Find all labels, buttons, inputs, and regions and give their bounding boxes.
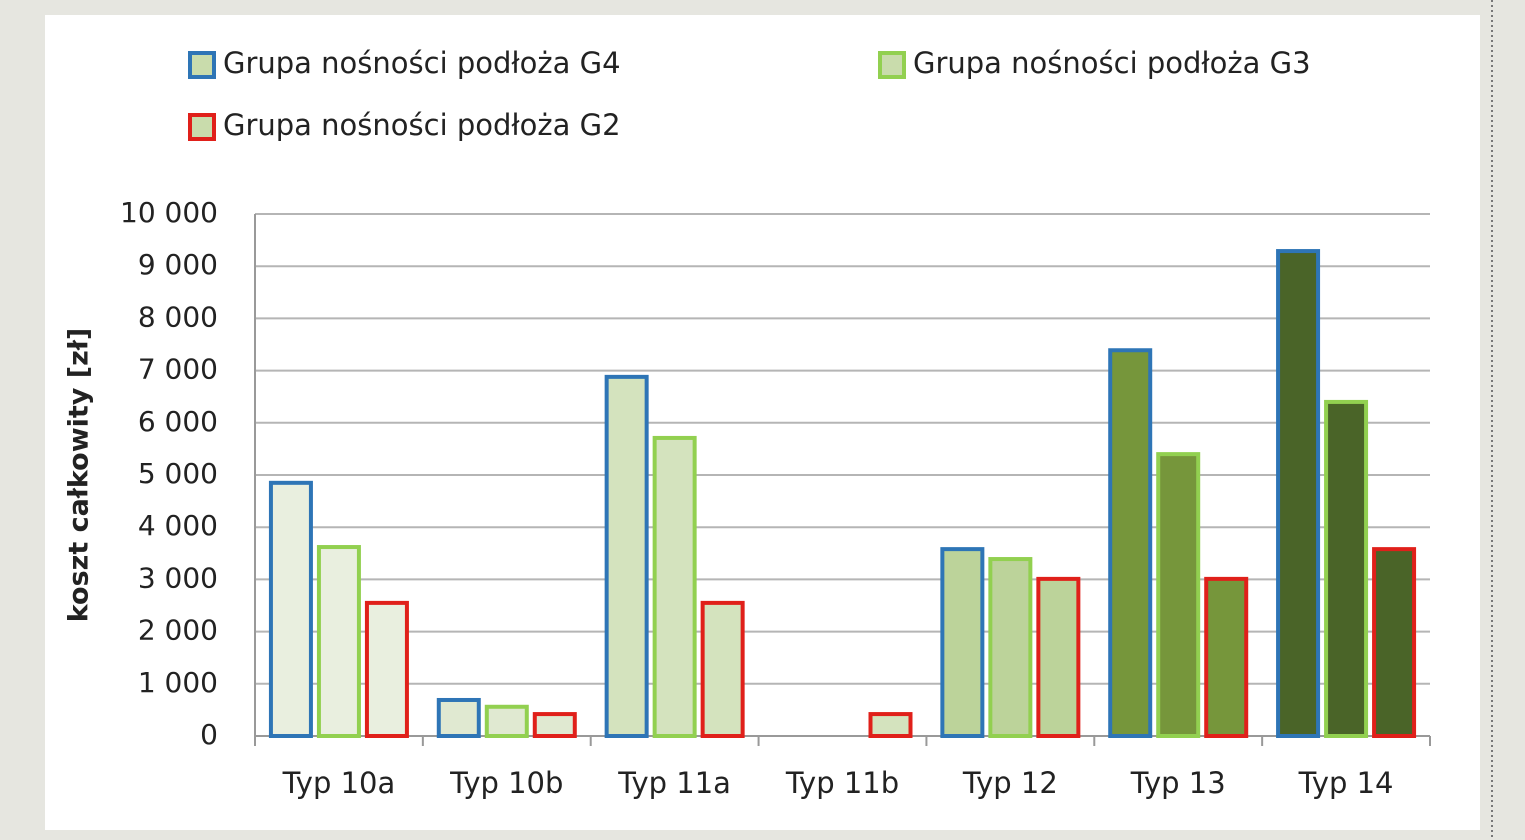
y-tick-label: 0 <box>200 718 218 751</box>
y-tick-label: 9 000 <box>138 248 218 281</box>
y-tick-label: 1 000 <box>138 666 218 699</box>
bar <box>1036 576 1081 738</box>
bar <box>364 600 409 739</box>
bar <box>988 557 1033 738</box>
y-tick-label: 7 000 <box>138 353 218 386</box>
bar <box>1276 249 1321 738</box>
legend-swatch <box>188 51 216 79</box>
y-tick-label: 5 000 <box>138 457 218 490</box>
bar <box>1372 547 1417 739</box>
legend-label: Grupa nośności podłoża G2 <box>223 108 621 142</box>
x-tick-label: Typ 11a <box>617 766 731 800</box>
bar <box>1108 348 1153 738</box>
y-tick-label: 4 000 <box>138 509 218 542</box>
y-tick-label: 2 000 <box>138 614 218 647</box>
x-tick-label: Typ 10b <box>449 766 563 800</box>
x-tick-label: Typ 11b <box>785 766 899 800</box>
legend-swatch <box>878 51 906 79</box>
bar <box>940 547 985 739</box>
y-axis-label: koszt całkowity [zł] <box>64 328 95 622</box>
x-tick-label: Typ 10a <box>282 766 396 800</box>
bar <box>868 712 913 738</box>
legend-label: Grupa nośności podłoża G3 <box>913 46 1311 80</box>
bar <box>436 697 481 738</box>
x-tick-label: Typ 13 <box>1130 766 1226 800</box>
legend-label: Grupa nośności podłoża G4 <box>223 46 621 80</box>
bar <box>1324 399 1369 738</box>
y-tick-label: 3 000 <box>138 561 218 594</box>
x-tick-label: Typ 14 <box>1298 766 1394 800</box>
legend-swatch <box>188 113 216 141</box>
y-tick-label: 10 000 <box>120 196 218 229</box>
y-tick-label: 8 000 <box>138 300 218 333</box>
bar <box>532 712 577 738</box>
bar <box>316 545 361 739</box>
x-tick-label: Typ 12 <box>962 766 1058 800</box>
bar <box>484 704 529 739</box>
bar <box>652 435 697 738</box>
bar <box>1204 576 1249 738</box>
bar <box>700 600 745 739</box>
bar <box>604 374 649 738</box>
bar <box>1156 452 1201 738</box>
bar <box>268 480 313 738</box>
y-tick-label: 6 000 <box>138 405 218 438</box>
